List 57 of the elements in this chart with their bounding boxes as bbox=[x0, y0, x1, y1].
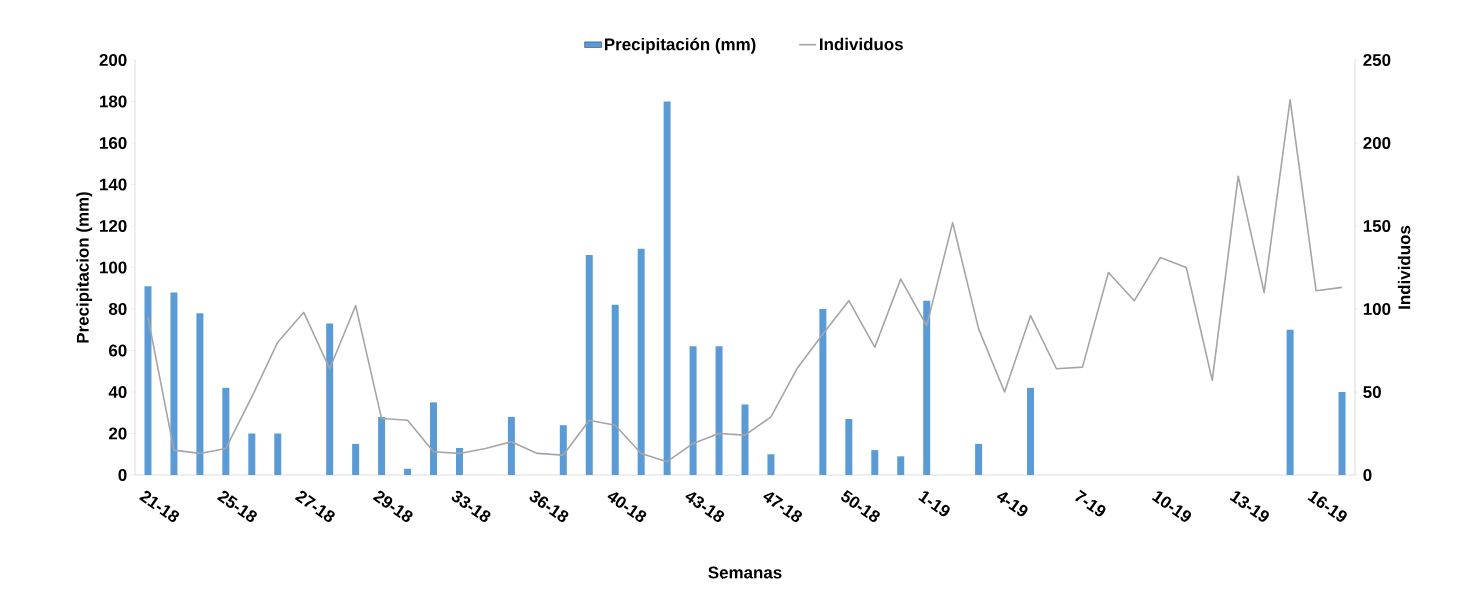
x-tick-label: 4-19 bbox=[996, 492, 1028, 517]
y-tick-label: 0 bbox=[118, 469, 127, 481]
bar bbox=[845, 418, 853, 475]
bar bbox=[196, 313, 204, 475]
y-tick-label: 20 bbox=[108, 427, 127, 440]
y-tick-label: 100 bbox=[100, 261, 127, 274]
bar bbox=[559, 425, 567, 475]
x-tick-label: 1-19 bbox=[918, 491, 950, 517]
bar bbox=[274, 433, 282, 475]
y2-tick-label: 150 bbox=[1363, 220, 1391, 232]
y-axis-title: Precipitacion (mm) bbox=[76, 192, 93, 343]
y-tick-label: 60 bbox=[109, 344, 127, 357]
bar bbox=[326, 323, 334, 475]
bar bbox=[1027, 387, 1035, 475]
bar bbox=[663, 101, 671, 475]
bar bbox=[222, 387, 230, 475]
y-tick-label: 160 bbox=[100, 137, 127, 149]
bar bbox=[170, 292, 178, 475]
bar bbox=[611, 304, 619, 475]
y2-axis-title: Individuos bbox=[1397, 225, 1411, 309]
bar bbox=[455, 448, 463, 475]
bar bbox=[144, 286, 152, 475]
y2-tick-label: 0 bbox=[1363, 469, 1372, 481]
legend-label: Individuos bbox=[820, 37, 903, 51]
bar bbox=[248, 433, 256, 475]
bar bbox=[585, 255, 593, 475]
y-tick-label: 40 bbox=[108, 386, 127, 398]
y-tick-label: 80 bbox=[108, 303, 127, 315]
bar bbox=[1286, 329, 1294, 475]
bar bbox=[871, 450, 879, 475]
y2-tick-label: 200 bbox=[1363, 137, 1391, 149]
bar bbox=[430, 402, 438, 475]
y2-tick-label: 50 bbox=[1363, 386, 1381, 398]
bar bbox=[715, 346, 723, 475]
bar bbox=[923, 300, 931, 475]
bar bbox=[1338, 392, 1346, 475]
line-series bbox=[147, 99, 1343, 463]
bar bbox=[404, 468, 412, 475]
y-tick-label: 180 bbox=[100, 95, 127, 108]
bar bbox=[897, 456, 905, 475]
bar bbox=[767, 454, 775, 475]
legend-label: Precipitación (mm) bbox=[604, 37, 756, 54]
y-tick-label: 140 bbox=[100, 178, 127, 191]
bar bbox=[352, 443, 360, 475]
y-tick-label: 120 bbox=[100, 220, 127, 232]
y2-tick-label: 100 bbox=[1363, 303, 1391, 315]
bar bbox=[975, 443, 983, 475]
y2-tick-label: 250 bbox=[1363, 54, 1391, 66]
bar bbox=[507, 416, 515, 475]
bar bbox=[689, 346, 697, 475]
bar bbox=[637, 248, 645, 475]
bar bbox=[378, 416, 386, 475]
bar bbox=[741, 404, 749, 475]
bar bbox=[819, 309, 827, 475]
x-tick-label: 7-19 bbox=[1075, 489, 1106, 517]
x-axis-title: Semanas bbox=[708, 566, 782, 579]
y-tick-label: 200 bbox=[99, 54, 127, 66]
